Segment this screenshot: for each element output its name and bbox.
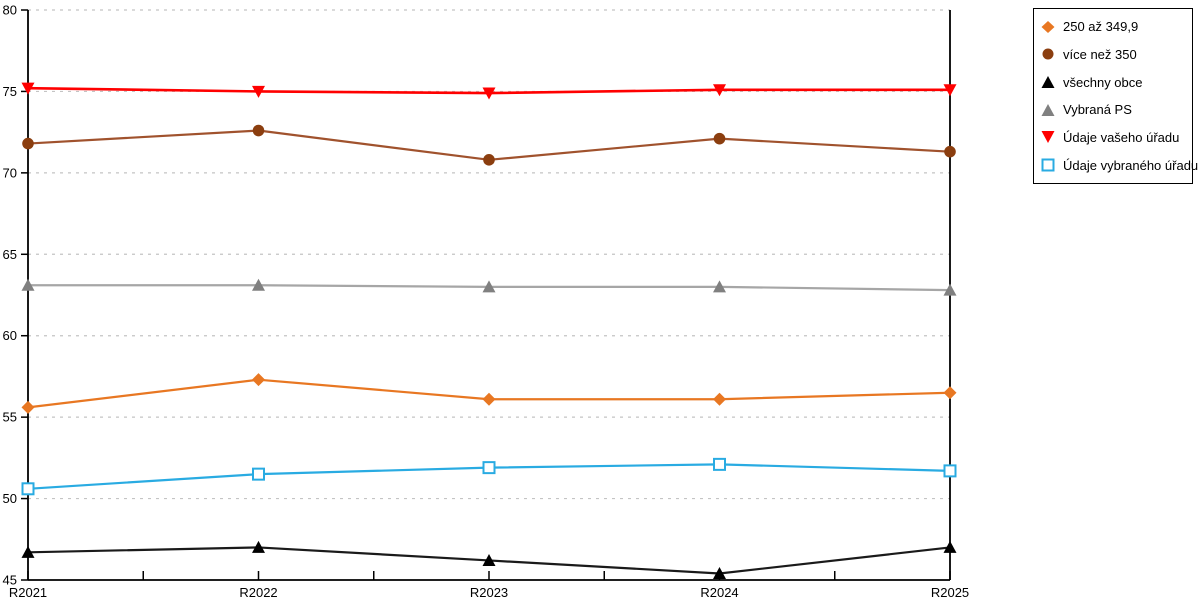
legend-item-label: 250 až 349,9: [1063, 19, 1139, 35]
marker-circle: [252, 124, 265, 137]
marker-square-open: [252, 467, 265, 481]
legend-item: Vybraná PS: [1040, 102, 1186, 117]
marker-square-open: [713, 457, 726, 471]
triangle-up-shape: [1041, 76, 1055, 89]
marker-triangle-down: [943, 84, 957, 97]
y-tick-label: 50: [3, 491, 17, 506]
triangle-down-icon: [1041, 131, 1055, 144]
diamond-shape: [1041, 20, 1055, 33]
legend: 250 až 349,9 více než 350 všechny obce V…: [1033, 8, 1198, 184]
triangle-up-icon: [1041, 103, 1055, 116]
diamond-icon: [1041, 20, 1055, 33]
y-tick-label: 65: [3, 247, 17, 262]
y-tick-label: 45: [3, 573, 17, 588]
marker-circle: [483, 154, 495, 166]
legend-item: více než 350: [1040, 47, 1186, 62]
marker-triangle-up: [713, 566, 726, 579]
marker-diamond: [943, 386, 957, 400]
marker-circle: [944, 145, 956, 158]
marker-triangle-down: [713, 84, 726, 97]
marker-triangle-up: [713, 280, 726, 293]
triangle-down-shape: [1041, 131, 1055, 144]
marker-triangle-up: [482, 553, 496, 566]
legend-item-label: více než 350: [1063, 46, 1137, 62]
marker-triangle-up: [21, 545, 35, 558]
x-tick-label: R2022: [239, 585, 277, 600]
marker-circle: [713, 132, 726, 145]
marker-square-open: [21, 482, 35, 496]
marker-triangle-up: [482, 280, 496, 293]
marker-diamond: [252, 373, 265, 387]
x-tick-label: R2021: [9, 585, 47, 600]
marker-circle: [22, 137, 34, 150]
legend-item-label: Údaje vybraného úřadu: [1063, 157, 1199, 173]
plot-area: 45 50 55 60 65 70 75 80 R2021 R2022 R2023 R2024 R202…: [3, 3, 970, 600]
triangle-up-shape: [1041, 103, 1055, 116]
legend-item: Údaje vašeho úřadu: [1040, 130, 1186, 145]
y-tick-label: 55: [3, 410, 17, 425]
marker-square-open: [482, 461, 496, 475]
marker-diamond: [482, 392, 496, 406]
x-tick-label: R2024: [700, 585, 738, 600]
marker-square-open: [943, 464, 957, 478]
legend-item: 250 až 349,9: [1040, 19, 1186, 34]
marker-triangle-up: [21, 278, 35, 291]
square-open-icon: [1041, 158, 1055, 172]
x-tick-label: R2023: [470, 585, 508, 600]
marker-triangle-up: [252, 540, 265, 553]
y-tick-label: 70: [3, 165, 17, 180]
marker-triangle-up: [943, 540, 957, 553]
y-tick-label: 80: [3, 3, 17, 18]
circle-icon: [1042, 48, 1054, 60]
marker-triangle-down: [21, 82, 35, 95]
circle-shape: [1042, 48, 1054, 60]
legend-item-label: Vybraná PS: [1063, 102, 1132, 118]
marker-triangle-down: [482, 87, 496, 100]
marker-diamond: [713, 392, 726, 406]
legend-item: Údaje vybraného úřadu: [1040, 158, 1198, 173]
x-tick-label: R2025: [931, 585, 969, 600]
square-open-shape: [1041, 158, 1055, 172]
legend-item: všechny obce: [1040, 75, 1186, 90]
legend-item-label: Údaje vašeho úřadu: [1063, 129, 1180, 145]
marker-triangle-down: [252, 85, 265, 98]
marker-triangle-up: [943, 283, 957, 296]
y-tick-label: 60: [3, 328, 17, 343]
marker-diamond: [21, 400, 35, 414]
legend-item-label: všechny obce: [1063, 74, 1143, 90]
triangle-up-icon: [1041, 76, 1055, 89]
y-tick-label: 75: [3, 84, 17, 99]
marker-triangle-up: [252, 278, 265, 291]
